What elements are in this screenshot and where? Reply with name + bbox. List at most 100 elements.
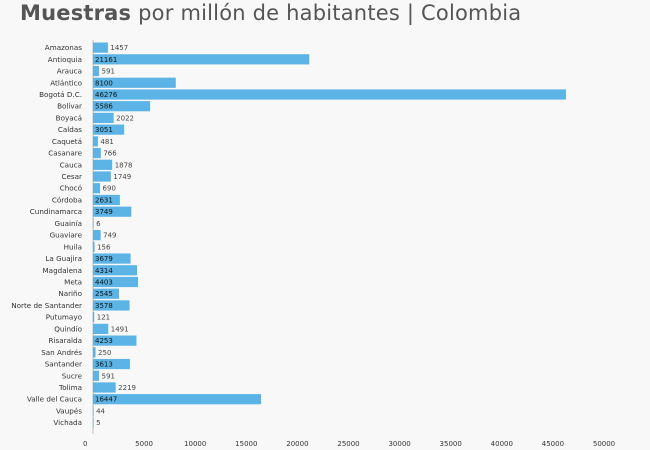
x-tick-label: 20000 [286, 440, 308, 448]
value-label: 6 [96, 220, 101, 228]
category-label: Quindío [54, 324, 82, 333]
value-label: 44 [96, 407, 105, 415]
x-tick-label: 25000 [337, 440, 359, 448]
bar [93, 206, 132, 217]
bar [93, 89, 566, 100]
bar [93, 183, 101, 194]
category-label: Meta [64, 278, 82, 287]
category-label: Bolívar [57, 102, 82, 111]
bar [93, 405, 94, 417]
category-labels-group: Amazonas Antioquia Arauca Atlántico Bogotá D… [11, 43, 82, 427]
category-label: Guainía [55, 219, 82, 228]
bar [93, 147, 101, 159]
category-label: La Guajira [45, 254, 82, 263]
category-label: Guaviare [50, 231, 83, 240]
category-label: Caldas [58, 125, 82, 134]
x-tick-label: 50000 [593, 440, 615, 448]
category-label: Huila [64, 242, 82, 251]
category-label: Vaupés [56, 406, 82, 415]
bar [93, 335, 137, 346]
bar [93, 288, 120, 299]
value-label: 690 [103, 185, 116, 193]
x-axis-ticks-group: 0 5000 10000 15000 20000 25000 30000 35000 40000… [83, 440, 615, 448]
value-label: 2022 [116, 114, 134, 122]
value-label: 481 [100, 138, 113, 146]
bar [93, 230, 101, 241]
x-tick-label: 0 [83, 440, 87, 448]
value-label: 46276 [95, 91, 118, 99]
bar [93, 382, 116, 393]
value-label: 3613 [95, 361, 113, 369]
x-tick-label: 5000 [135, 440, 153, 448]
value-label: 4314 [95, 267, 113, 275]
category-label: Arauca [57, 67, 82, 76]
bar [93, 218, 94, 229]
category-label: Santander [45, 360, 82, 369]
value-label: 21161 [95, 56, 117, 64]
category-label: Cesar [61, 172, 82, 181]
value-label: 5 [96, 419, 100, 427]
value-label: 16447 [95, 396, 117, 404]
category-label: Amazonas [45, 43, 82, 52]
category-label: Valle del Cauca [27, 395, 82, 404]
value-label: 1749 [113, 173, 131, 181]
category-label: Chocó [60, 184, 82, 193]
bar [93, 370, 100, 381]
bar [93, 54, 310, 65]
value-label: 591 [102, 68, 115, 76]
chart-title-rest: por millón de habitantes | Colombia [138, 1, 522, 25]
category-label: Magdalena [42, 266, 82, 275]
bar [93, 394, 262, 405]
value-label: 3578 [95, 302, 113, 310]
x-tick-label: 15000 [235, 440, 257, 448]
category-label: Putumayo [46, 313, 82, 322]
x-tick-label: 45000 [542, 440, 564, 448]
chart-title: Muestras por millón de habitantes | Colo… [20, 0, 521, 26]
value-label: 4253 [95, 337, 113, 345]
value-label: 8100 [95, 79, 113, 87]
bar [93, 358, 130, 370]
x-tick-label: 10000 [184, 440, 206, 448]
bar [93, 347, 96, 358]
category-label: Bogotá D.C. [39, 90, 82, 99]
bars-group [93, 42, 566, 428]
category-label: Cauca [60, 160, 82, 169]
category-label: San Andrés [41, 348, 82, 357]
bar [93, 312, 95, 323]
category-label: Risaralda [49, 336, 82, 345]
bar [93, 77, 176, 88]
bar [93, 241, 95, 252]
bar [93, 194, 120, 206]
category-label: Norte de Santander [11, 301, 82, 310]
x-tick-label: 40000 [491, 440, 513, 448]
bar [93, 417, 94, 428]
value-label: 2631 [95, 196, 113, 204]
value-label: 250 [98, 349, 111, 357]
category-label: Boyacá [56, 113, 82, 122]
chart-title-bold: Muestras [20, 1, 132, 25]
bar [93, 124, 125, 135]
value-label: 4403 [95, 279, 113, 287]
value-label: 121 [97, 314, 110, 322]
bar [93, 265, 138, 276]
value-label: 1878 [115, 161, 133, 169]
category-label: Vichada [53, 418, 82, 427]
value-label: 1491 [111, 325, 129, 333]
value-label: 5586 [95, 103, 113, 111]
value-label: 749 [103, 232, 116, 240]
bar [93, 136, 98, 147]
value-label: 156 [97, 243, 111, 251]
bar [93, 42, 108, 53]
bar [93, 101, 151, 112]
category-label: Tolima [58, 383, 82, 392]
category-label: Nariño [58, 289, 82, 298]
category-label: Caquetá [52, 137, 82, 146]
bar [93, 253, 131, 264]
value-label: 3749 [95, 208, 113, 216]
value-label: 2545 [95, 290, 113, 298]
value-label: 766 [103, 150, 117, 158]
value-label: 2219 [118, 384, 136, 392]
category-label: Antioquia [48, 55, 82, 64]
